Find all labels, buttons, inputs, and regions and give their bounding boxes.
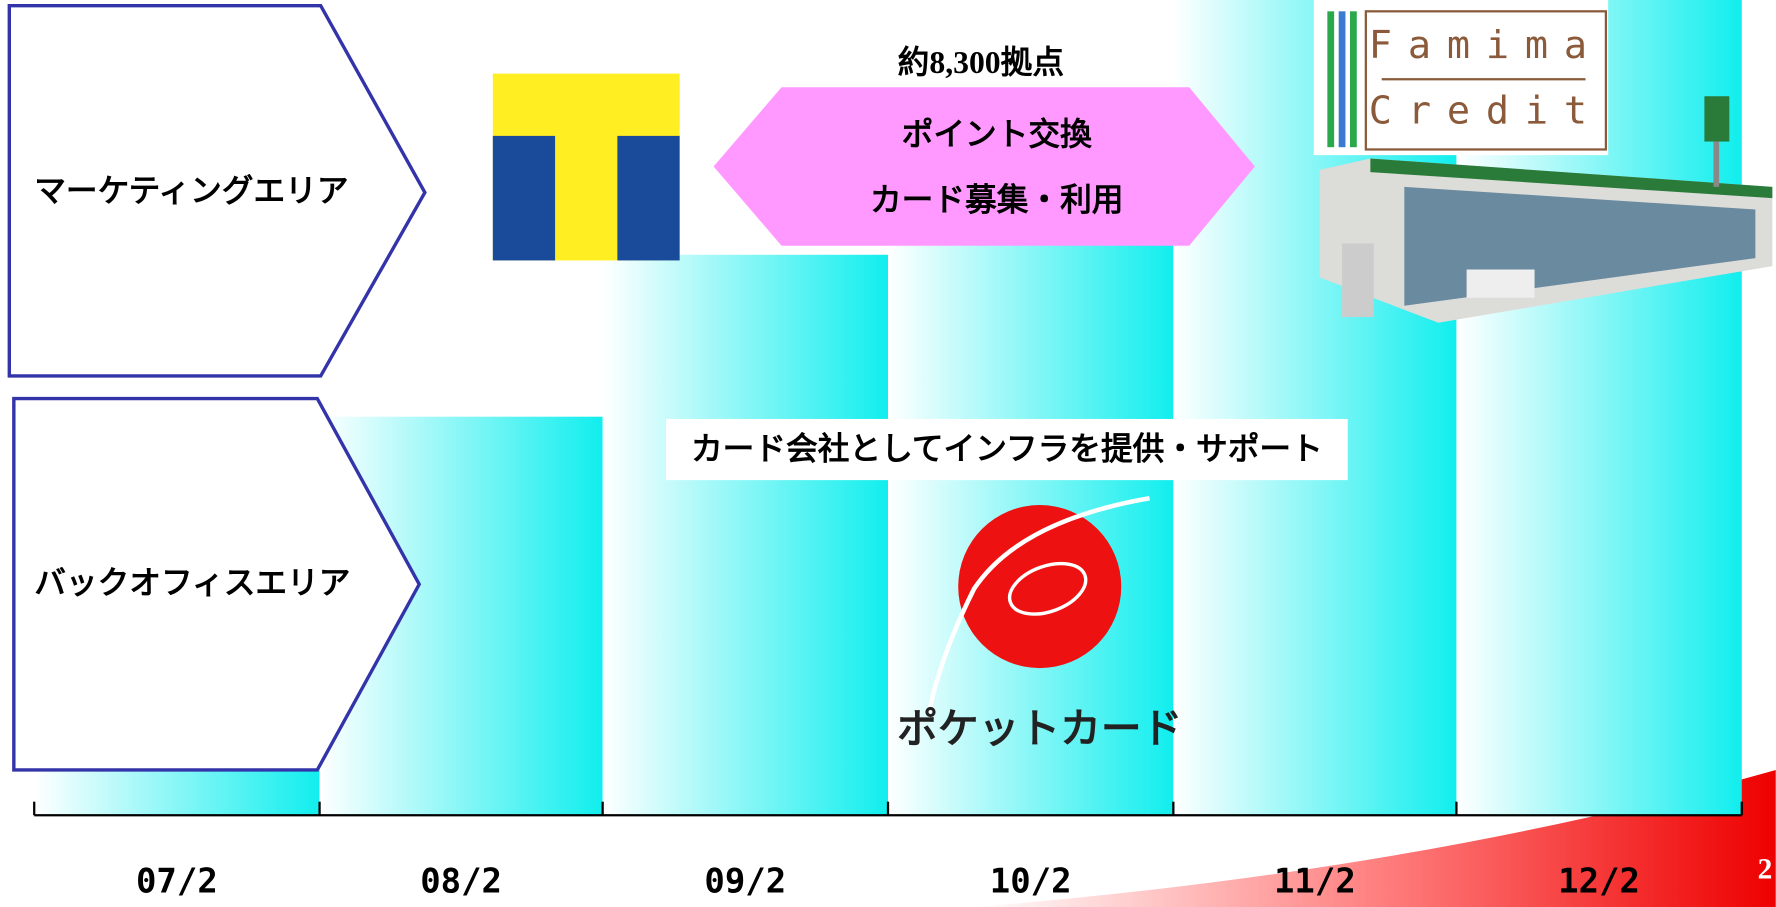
period-label: 12/2 <box>1558 862 1640 902</box>
callout-shape <box>713 87 1255 246</box>
step <box>34 769 320 816</box>
support-text: カード会社としてインフラを提供・サポート <box>691 432 1323 468</box>
area-shape <box>12 396 422 772</box>
period-label: 07/2 <box>136 862 218 902</box>
page-number: 2 <box>1758 854 1773 886</box>
area-shape <box>7 3 427 378</box>
famima-text: Famima <box>1369 23 1603 68</box>
t-logo <box>492 73 680 261</box>
famima-logo: Famima Credit <box>1313 0 1609 156</box>
period-label: 09/2 <box>704 862 786 902</box>
period-labels: 07/2 08/2 09/2 10/2 11/2 12/2 <box>136 862 1640 902</box>
swoosh <box>974 769 1776 907</box>
step <box>602 254 888 816</box>
callout-line: ポイント交換 <box>902 116 1092 153</box>
area-label: マーケティングエリア <box>34 173 348 209</box>
period-label: 11/2 <box>1274 862 1356 902</box>
pocket-card-text: ポケットカード <box>897 704 1182 752</box>
period-label: 10/2 <box>990 862 1072 902</box>
area-label: バックオフィスエリア <box>34 565 350 601</box>
callout-note: 約8,300拠点 <box>898 45 1064 80</box>
timeline-axis <box>33 801 1743 817</box>
famima-text: Credit <box>1369 89 1603 134</box>
pocket-card-logo: ポケットカード <box>897 495 1182 752</box>
store-photo <box>1319 96 1773 323</box>
support-box <box>666 418 1348 481</box>
period-label: 08/2 <box>420 862 502 902</box>
callout-line: カード募集・利用 <box>870 183 1124 219</box>
